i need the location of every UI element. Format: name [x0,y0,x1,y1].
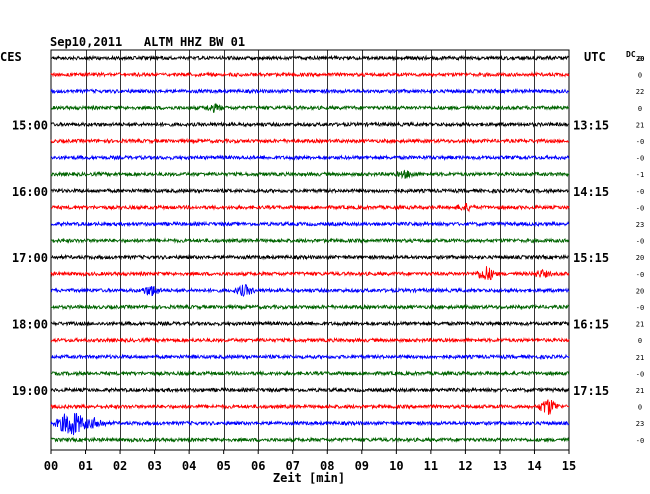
right-hour-label: 13:15 [573,118,609,132]
plot-frame [50,49,570,451]
seismic-trace-13 [50,266,570,281]
dc-offset-value: -0 [636,188,644,196]
dc-offset-value: 0 [638,404,642,412]
dc-offset-values: 0022021-0-0-1-0-023-020-020-021021-02102… [636,55,644,445]
x-tick-label: 01 [78,459,92,473]
x-tick-label: 02 [113,459,127,473]
left-zone-label: CES [0,50,22,64]
x-tick-label: 04 [182,459,196,473]
seismic-trace-6 [50,154,570,161]
seismic-trace-18 [50,353,570,361]
dc-offset-value: 20 [636,287,644,295]
right-hour-label: 15:15 [573,251,609,265]
dc-offset-value: 21 [636,387,644,395]
dc-offset-value: 21 [636,354,644,362]
seismic-trace-21 [50,399,570,415]
x-tick-label: 07 [286,459,300,473]
seismic-trace-8 [50,187,570,195]
dc-offset-value: 23 [636,221,644,229]
x-axis-label: Zeit [min] [273,471,345,485]
dc-sublabel: 20 [636,55,644,63]
seismic-trace-20 [50,386,570,394]
x-tick-label: 00 [44,459,58,473]
seismic-trace-14 [50,284,570,298]
x-tick-label: 13 [493,459,507,473]
dc-offset-value: -0 [636,437,644,445]
dc-offset-value: -0 [636,204,644,212]
dc-offset-value: 0 [638,337,642,345]
x-tick-label: 10 [389,459,403,473]
right-zone-label: UTC [584,50,606,64]
left-hour-label: 16:00 [12,185,48,199]
x-tick-label: 15 [562,459,576,473]
left-hour-label: 15:00 [12,118,48,132]
dc-offset-value: 20 [636,254,644,262]
left-hour-label: 18:00 [12,318,48,332]
dc-offset-value: -0 [636,238,644,246]
traces [50,54,570,444]
dc-offset-value: -1 [636,171,644,179]
seismic-trace-12 [50,253,570,261]
seismic-trace-15 [50,303,570,311]
dc-offset-value: 23 [636,420,644,428]
seismic-trace-7 [50,169,570,180]
seismic-trace-9 [50,203,570,213]
seismic-trace-10 [51,220,570,228]
dc-offset-value: -0 [636,138,644,146]
dc-offset-value: -0 [636,155,644,163]
x-tick-label: 05 [216,459,230,473]
x-tick-label: 03 [147,459,161,473]
x-tick-label: 08 [320,459,334,473]
dc-offset-value: 0 [638,105,642,113]
dc-offset-value: -0 [636,271,644,279]
seismic-trace-17 [50,336,570,344]
left-hour-label: 17:00 [12,251,48,265]
seismic-trace-16 [50,320,570,327]
seismic-trace-0 [50,54,570,62]
x-tick-label: 14 [527,459,541,473]
grid [50,49,570,451]
seismic-trace-3 [50,102,570,113]
right-hour-label: 14:15 [573,185,609,199]
chart-title: Sep10,2011 ALTM HHZ BW 01 [50,35,245,49]
right-hour-label: 17:15 [573,384,609,398]
x-tick-label: 06 [251,459,265,473]
dc-offset-value: 22 [636,88,644,96]
dc-offset-value: 0 [638,55,642,63]
dc-offset-value: 21 [636,321,644,329]
right-hour-label: 16:15 [573,318,609,332]
seismic-trace-1 [50,71,570,78]
dc-offset-value: -0 [636,304,644,312]
dc-offset-value: 0 [638,72,642,80]
dc-offset-value: 21 [636,121,644,129]
seismic-trace-11 [50,237,570,244]
x-tick-label: 11 [424,459,438,473]
seismic-trace-22 [50,412,570,436]
seismic-trace-23 [50,436,570,444]
dc-offset-value: -0 [636,370,644,378]
x-tick-label: 12 [458,459,472,473]
seismic-trace-5 [50,137,570,145]
seismic-trace-19 [50,370,570,377]
dc-label: DC [626,50,636,59]
x-tick-label: 09 [355,459,369,473]
hour-labels: 15:00 16:00 17:00 18:00 19:00 13:15 14:15 15:15… [12,118,609,398]
left-hour-label: 19:00 [12,384,48,398]
seismic-trace-4 [50,121,569,128]
seismic-trace-2 [50,87,569,95]
x-axis-ticks: 00 01 02 03 04 05 06 07 08 09 10 11 12 13 14 15 [44,450,576,473]
